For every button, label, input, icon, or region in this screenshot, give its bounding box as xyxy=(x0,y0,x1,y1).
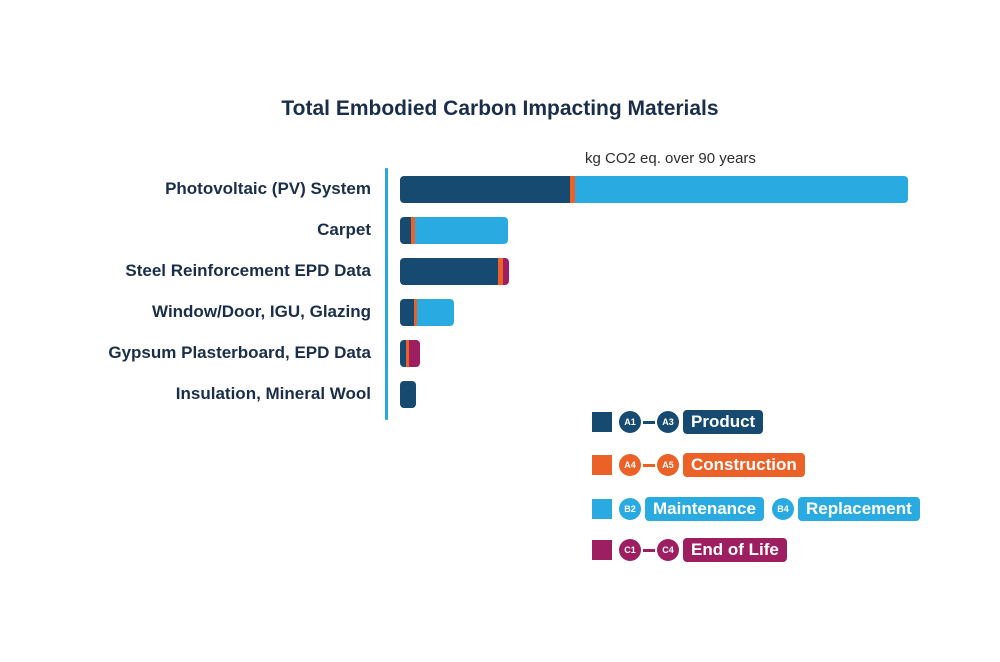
category-label: Insulation, Mineral Wool xyxy=(175,384,371,403)
range-dash xyxy=(643,548,655,552)
bar xyxy=(400,381,416,408)
bar-segment-maintenance xyxy=(575,176,908,203)
bar-segment-end_of_life xyxy=(503,258,509,285)
legend-swatch xyxy=(592,499,612,519)
bar-segment-end_of_life xyxy=(409,340,420,367)
stage-badge: C4 xyxy=(657,539,679,561)
bar-segment-construction xyxy=(414,299,417,326)
bar-segment-construction xyxy=(498,258,503,285)
legend-label: End of Life xyxy=(683,538,787,562)
legend-swatch xyxy=(592,540,612,560)
bar-segment-product xyxy=(400,258,498,285)
category-axis-line xyxy=(385,168,388,420)
legend-item-maintenance: B2 Maintenance B4 Replacement xyxy=(592,497,920,521)
legend-label: Replacement xyxy=(797,497,920,521)
legend-item-construction: A4 A5 Construction xyxy=(592,453,805,477)
stage-badge: B2 xyxy=(619,498,641,520)
bar xyxy=(400,176,908,203)
range-dash xyxy=(643,463,655,467)
bar xyxy=(400,299,454,326)
stage-badge: A3 xyxy=(657,411,679,433)
bar xyxy=(400,258,509,285)
stage-badge: A4 xyxy=(619,454,641,476)
bar-segment-maintenance xyxy=(415,217,508,244)
category-label: Photovoltaic (PV) System xyxy=(165,179,371,198)
bar-segment-construction xyxy=(406,340,409,367)
bar-segment-construction xyxy=(411,217,415,244)
category-label: Gypsum Plasterboard, EPD Data xyxy=(108,343,371,362)
bar-segment-maintenance xyxy=(417,299,454,326)
bar xyxy=(400,217,508,244)
bar-segment-product xyxy=(400,381,416,408)
range-dash xyxy=(643,420,655,424)
stage-badge: A5 xyxy=(657,454,679,476)
chart-title: Total Embodied Carbon Impacting Material… xyxy=(281,97,719,120)
bar-segment-product xyxy=(400,299,414,326)
legend-item-end_of_life: C1 C4 End of Life xyxy=(592,538,787,562)
bar-segment-product xyxy=(400,176,570,203)
bar-segment-construction xyxy=(570,176,575,203)
stage-badge: B4 xyxy=(771,498,794,520)
legend-item-product: A1 A3 Product xyxy=(592,410,764,434)
legend-label: Construction xyxy=(683,453,805,477)
category-label: Steel Reinforcement EPD Data xyxy=(125,261,371,280)
bar xyxy=(400,340,420,367)
bar-segment-product xyxy=(400,217,411,244)
x-axis-label: kg CO2 eq. over 90 years xyxy=(585,150,756,167)
stage-badge: A1 xyxy=(619,411,641,433)
legend-label: Product xyxy=(683,410,764,434)
category-label: Carpet xyxy=(317,220,371,239)
category-label: Window/Door, IGU, Glazing xyxy=(152,302,371,321)
legend-label: Maintenance xyxy=(645,497,764,521)
stage-badge: C1 xyxy=(619,539,641,561)
bar-segment-product xyxy=(400,340,406,367)
legend-swatch xyxy=(592,455,612,475)
legend-swatch xyxy=(592,412,612,432)
